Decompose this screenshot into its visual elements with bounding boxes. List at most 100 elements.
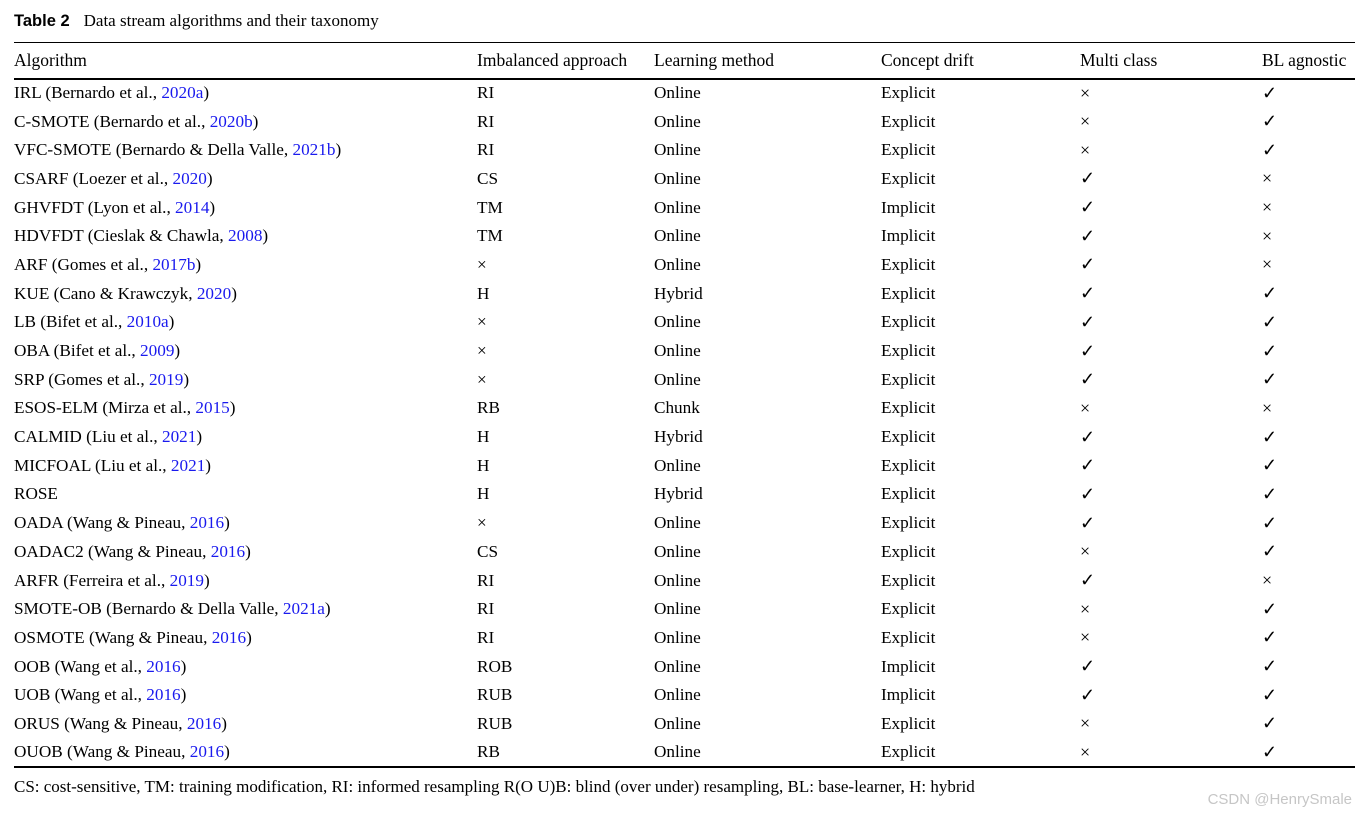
citation-link[interactable]: 2019: [169, 570, 204, 590]
multi-class-cell: ✓: [1080, 570, 1096, 591]
multi-class-cell: ×: [1080, 627, 1091, 648]
bl-agnostic-cell: ✓: [1262, 656, 1278, 677]
citation-link[interactable]: 2021b: [292, 140, 336, 160]
table-row: OOB (Wang et al., 2016) ROB Online Impli…: [14, 652, 1355, 681]
algorithm-cell: ROSE: [14, 480, 477, 509]
multi-class-cell: ×: [1080, 111, 1091, 132]
citation-link[interactable]: 2021a: [282, 599, 325, 619]
table-row: ARF (Gomes et al., 2017b) × Online Expli…: [14, 251, 1355, 280]
table-row: OSMOTE (Wang & Pineau, 2016) RI Online E…: [14, 624, 1355, 653]
multi-class-cell: ×: [1080, 82, 1091, 103]
imbalanced-approach-cell: RI: [477, 627, 495, 647]
citation-link[interactable]: 2021: [170, 455, 206, 475]
citation-link[interactable]: 2020a: [161, 83, 204, 103]
imbalanced-approach-cell: H: [477, 484, 490, 504]
concept-drift-cell: Explicit: [881, 341, 936, 361]
bl-agnostic-cell: ✓: [1262, 598, 1278, 619]
citation-link[interactable]: 2016: [211, 627, 247, 647]
bl-agnostic-cell: ✓: [1262, 713, 1278, 734]
concept-drift-cell: Explicit: [881, 484, 936, 504]
citation-link[interactable]: 2016: [210, 541, 246, 561]
algorithm-name-suffix: ): [203, 570, 210, 590]
algorithm-name-suffix: ): [180, 685, 187, 705]
table-row: C-SMOTE (Bernardo et al., 2020b) RI Onli…: [14, 107, 1355, 136]
algorithm-name: OUOB (Wang & Pineau,: [14, 742, 190, 762]
concept-drift-cell: Implicit: [881, 197, 936, 217]
algorithm-name-suffix: ): [174, 341, 181, 361]
algorithm-name-suffix: ): [335, 140, 342, 160]
algorithm-name-suffix: ): [262, 226, 269, 246]
multi-class-cell: ✓: [1080, 656, 1096, 677]
algorithm-name-suffix: ): [196, 427, 203, 447]
algorithm-cell: SRP (Gomes et al., 2019): [14, 365, 477, 394]
algorithm-name-suffix: ): [205, 455, 212, 475]
algorithm-name: KUE (Cano & Krawczyk,: [14, 283, 197, 303]
algorithm-name-suffix: ): [245, 541, 251, 561]
citation-link[interactable]: 2021: [161, 427, 197, 447]
learning-method-cell: Online: [654, 197, 701, 217]
algorithm-cell: VFC-SMOTE (Bernardo & Della Valle, 2021b…: [14, 136, 477, 165]
multi-class-cell: ✓: [1080, 483, 1096, 504]
algorithm-name: UOB (Wang et al.,: [14, 685, 147, 705]
imbalanced-approach-cell: RB: [477, 398, 500, 418]
table-row: CSARF (Loezer et al., 2020) CS Online Ex…: [14, 165, 1355, 194]
algorithm-name-suffix: ): [206, 168, 213, 188]
multi-class-cell: ✓: [1080, 311, 1096, 332]
citation-link[interactable]: 2008: [228, 226, 263, 246]
table-row: UOB (Wang et al., 2016) RUB Online Impli…: [14, 681, 1355, 710]
citation-link[interactable]: 2020: [196, 283, 232, 303]
algorithm-name-suffix: ): [209, 197, 216, 217]
algorithm-name: OSMOTE (Wang & Pineau,: [14, 627, 212, 647]
learning-method-cell: Online: [654, 570, 701, 590]
citation-link[interactable]: 2019: [148, 369, 184, 389]
multi-class-cell: ×: [1080, 397, 1091, 418]
multi-class-cell: ✓: [1080, 225, 1096, 246]
column-header-multi-class: Multi class: [1080, 42, 1262, 80]
algorithm-cell: OUOB (Wang & Pineau, 2016): [14, 738, 477, 767]
algorithm-name: MICFOAL (Liu et al.,: [14, 455, 171, 475]
citation-link[interactable]: 2009: [140, 341, 175, 361]
citation-link[interactable]: 2010a: [126, 312, 169, 332]
algorithm-name: OOB (Wang et al.,: [14, 656, 147, 676]
algorithm-cell: C-SMOTE (Bernardo et al., 2020b): [14, 107, 477, 136]
paper-page: Table 2 Data stream algorithms and their …: [14, 0, 1355, 797]
imbalanced-approach-cell: CS: [477, 541, 499, 561]
learning-method-cell: Online: [654, 455, 701, 475]
column-header-bl-agnostic: BL agnostic: [1262, 42, 1355, 80]
bl-agnostic-cell: ✓: [1262, 483, 1278, 504]
concept-drift-cell: Explicit: [881, 283, 936, 303]
citation-link[interactable]: 2016: [189, 513, 225, 533]
citation-link[interactable]: 2020: [172, 168, 207, 188]
concept-drift-cell: Explicit: [881, 83, 936, 103]
algorithm-name-suffix: ): [224, 513, 230, 533]
algorithm-name-suffix: ): [231, 283, 237, 303]
citation-link[interactable]: 2016: [186, 713, 222, 733]
citation-link[interactable]: 2016: [146, 656, 181, 676]
learning-method-cell: Hybrid: [654, 484, 703, 504]
taxonomy-table: Algorithm Imbalanced approach Learning m…: [14, 42, 1355, 768]
algorithm-cell: OOB (Wang et al., 2016): [14, 652, 477, 681]
citation-link[interactable]: 2016: [146, 685, 181, 705]
citation-link[interactable]: 2014: [175, 197, 210, 217]
concept-drift-cell: Implicit: [881, 685, 936, 705]
multi-class-cell: ✓: [1080, 340, 1096, 361]
citation-link[interactable]: 2015: [195, 398, 230, 418]
multi-class-cell: ×: [1080, 713, 1091, 734]
table-row: CALMID (Liu et al., 2021) H Hybrid Expli…: [14, 423, 1355, 452]
table-row: OADAC2 (Wang & Pineau, 2016) CS Online E…: [14, 538, 1355, 567]
algorithm-name: C-SMOTE (Bernardo et al.,: [14, 111, 210, 131]
algorithm-cell: OSMOTE (Wang & Pineau, 2016): [14, 624, 477, 653]
imbalanced-approach-cell: RUB: [477, 713, 513, 733]
citation-link[interactable]: 2020b: [209, 111, 253, 131]
algorithm-cell: CALMID (Liu et al., 2021): [14, 423, 477, 452]
imbalanced-approach-cell: RI: [477, 140, 495, 160]
citation-link[interactable]: 2016: [189, 742, 225, 762]
table-caption: Table 2 Data stream algorithms and their …: [14, 11, 1355, 37]
concept-drift-cell: Explicit: [881, 111, 936, 131]
concept-drift-cell: Implicit: [881, 656, 936, 676]
learning-method-cell: Online: [654, 685, 701, 705]
imbalanced-approach-cell: TM: [477, 226, 503, 246]
concept-drift-cell: Explicit: [881, 455, 936, 475]
citation-link[interactable]: 2017b: [152, 254, 196, 274]
bl-agnostic-cell: ✓: [1262, 283, 1278, 304]
